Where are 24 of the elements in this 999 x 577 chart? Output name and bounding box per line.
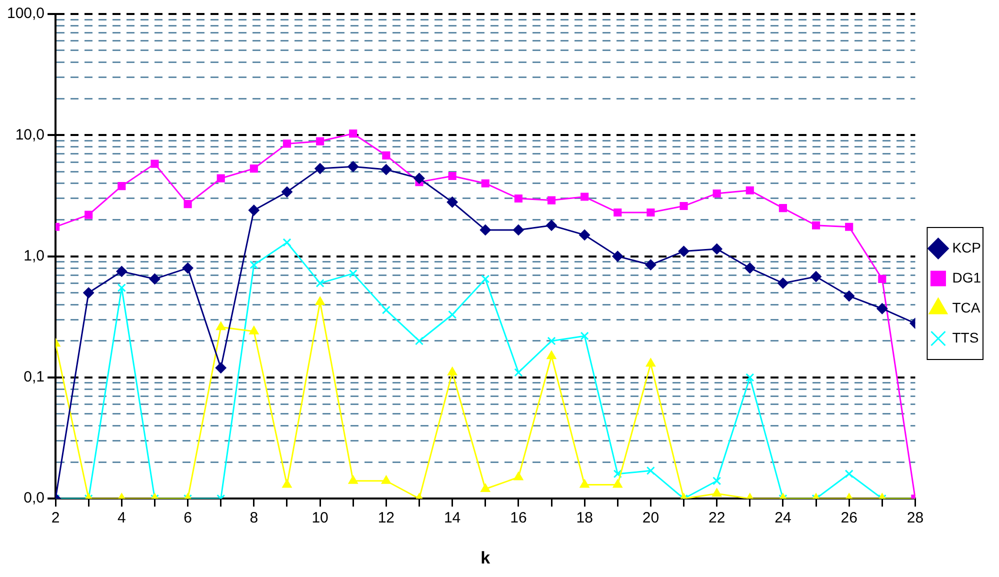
x-tick-label: 20 — [642, 510, 660, 527]
y-tick-label: 10,0 — [15, 126, 45, 144]
legend-label: TCA — [952, 299, 981, 316]
x-tick-label: 12 — [378, 510, 395, 527]
y-tick-label: 0,0 — [24, 490, 45, 507]
y-tick-label: 0,1 — [24, 368, 45, 386]
x-tick-label: 24 — [774, 510, 792, 527]
x-tick-label: 8 — [250, 510, 258, 527]
x-tick-label: 6 — [184, 510, 192, 527]
x-tick-label: 18 — [576, 510, 593, 527]
x-tick-label: 26 — [840, 510, 858, 527]
legend-label: DG1 — [952, 269, 982, 286]
x-tick-label: 2 — [51, 510, 60, 527]
x-tick-label: 14 — [444, 510, 461, 527]
y-tick-label: 1,0 — [24, 247, 45, 264]
x-tick-label: 10 — [312, 510, 328, 527]
x-tick-label: 16 — [510, 510, 527, 527]
x-tick-label: 4 — [117, 510, 126, 527]
legend-label: KCP — [952, 239, 982, 256]
x-axis-title: k — [480, 548, 491, 568]
x-tick-label: 28 — [906, 510, 924, 527]
legend-label: TTS — [952, 329, 979, 346]
x-tick-label: 22 — [708, 510, 726, 527]
y-tick-label: 100,0 — [6, 5, 45, 22]
